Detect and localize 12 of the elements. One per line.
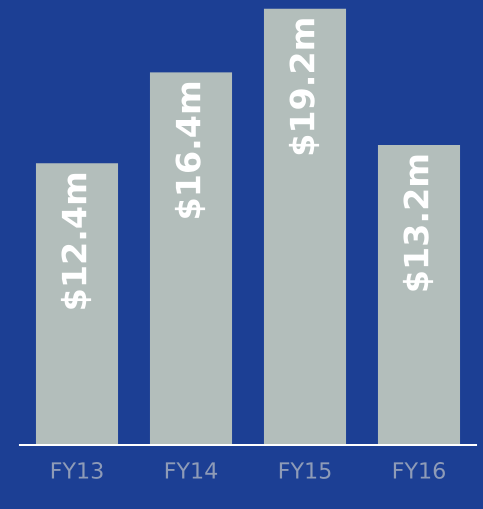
bar <box>378 145 460 445</box>
bar <box>264 8 346 445</box>
data-label: $13.2m <box>402 156 434 291</box>
x-tick-label: FY13 <box>52 462 103 479</box>
x-tick-label: FY16 <box>394 462 445 479</box>
bar <box>36 163 118 445</box>
data-label: $19.2m <box>288 19 320 154</box>
data-label: $16.4m <box>174 82 206 218</box>
x-tick-label: FY14 <box>166 462 218 479</box>
data-label: $12.4m <box>60 174 92 309</box>
bar <box>150 72 232 445</box>
x-tick-label: FY15 <box>280 462 330 479</box>
